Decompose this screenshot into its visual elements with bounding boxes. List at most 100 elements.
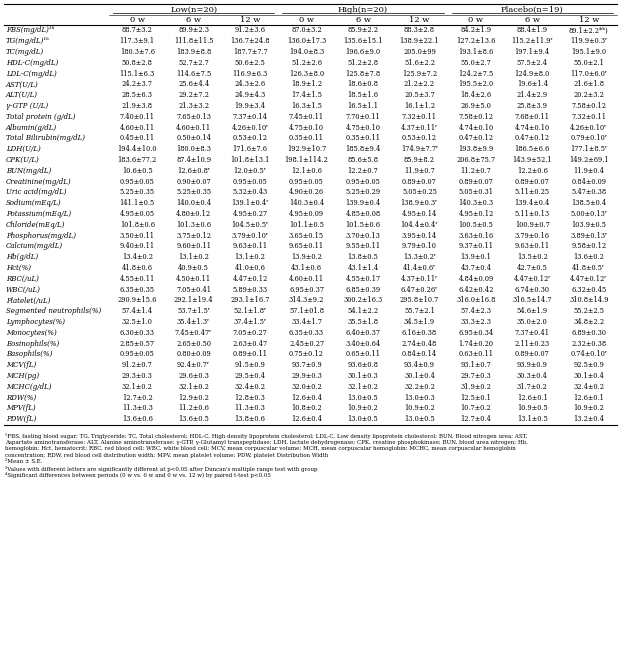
Text: 54.6±1.9: 54.6±1.9 — [517, 307, 548, 315]
Text: 84.2±1.9: 84.2±1.9 — [460, 27, 491, 34]
Text: 92.4±0.7ʳ: 92.4±0.7ʳ — [177, 361, 211, 369]
Text: 32.4±0.2: 32.4±0.2 — [235, 383, 266, 391]
Text: ¹FBS, fasting blood sugar; TG, Triglyceride; TC, Total cholesterol; HDL-C, High : ¹FBS, fasting blood sugar; TG, Triglycer… — [5, 433, 527, 439]
Text: 171.6±7.6: 171.6±7.6 — [233, 145, 268, 153]
Text: 115.1±6.3: 115.1±6.3 — [120, 69, 155, 77]
Text: 0.89±0.07: 0.89±0.07 — [458, 178, 493, 186]
Text: 88.4±1.9: 88.4±1.9 — [517, 27, 548, 34]
Text: 3.40±0.64: 3.40±0.64 — [345, 339, 381, 347]
Text: 57.4±1.4: 57.4±1.4 — [122, 307, 153, 315]
Text: 136.0±17.3: 136.0±17.3 — [287, 37, 326, 45]
Text: 41.8±0.6: 41.8±0.6 — [122, 264, 153, 272]
Text: TG(mg/dL)¹ᵇ: TG(mg/dL)¹ᵇ — [6, 37, 50, 45]
Text: 138.9±0.3ʳ: 138.9±0.3ʳ — [401, 199, 438, 207]
Text: 16.3±1.5: 16.3±1.5 — [291, 102, 322, 110]
Text: RDW(%): RDW(%) — [6, 393, 36, 401]
Text: 18.5±1.6: 18.5±1.6 — [348, 92, 379, 100]
Text: 0.89±0.11: 0.89±0.11 — [233, 351, 268, 359]
Text: Calcium(mg/dL): Calcium(mg/dL) — [6, 242, 63, 250]
Text: 21.3±3.2: 21.3±3.2 — [178, 102, 209, 110]
Text: 55.2±2.5: 55.2±2.5 — [573, 307, 604, 315]
Text: 0.79±0.10ʳ: 0.79±0.10ʳ — [570, 134, 607, 142]
Text: 13.9±0.1: 13.9±0.1 — [460, 253, 491, 261]
Text: 11.9±0.7: 11.9±0.7 — [404, 167, 435, 175]
Text: 0.89±0.07: 0.89±0.07 — [515, 178, 550, 186]
Text: 2.65±0.50: 2.65±0.50 — [176, 339, 211, 347]
Text: 12 w: 12 w — [240, 16, 260, 24]
Text: 92.5±0.9: 92.5±0.9 — [573, 361, 604, 369]
Text: 125.9±7.2: 125.9±7.2 — [402, 69, 437, 77]
Text: Hb(g/dL): Hb(g/dL) — [6, 253, 38, 261]
Text: AST(U/L): AST(U/L) — [6, 80, 39, 88]
Text: 57.5±2.4: 57.5±2.4 — [517, 59, 548, 67]
Text: 13.8±0.5: 13.8±0.5 — [348, 253, 378, 261]
Text: 88.7±3.2: 88.7±3.2 — [122, 27, 153, 34]
Text: 42.7±0.5: 42.7±0.5 — [517, 264, 548, 272]
Text: 125.8±7.8: 125.8±7.8 — [345, 69, 381, 77]
Text: 4.84±0.09: 4.84±0.09 — [458, 275, 494, 283]
Text: 7.32±0.11: 7.32±0.11 — [571, 113, 606, 121]
Text: 0.53±0.12: 0.53±0.12 — [233, 134, 268, 142]
Text: 2.32±0.38: 2.32±0.38 — [571, 339, 606, 347]
Text: ²Mean ± S.E.: ²Mean ± S.E. — [5, 459, 42, 464]
Text: 206.8±75.7: 206.8±75.7 — [456, 156, 496, 164]
Text: 13.9±0.2: 13.9±0.2 — [291, 253, 322, 261]
Text: 6.35±0.35: 6.35±0.35 — [120, 286, 155, 294]
Text: 2.85±0.57: 2.85±0.57 — [120, 339, 155, 347]
Text: 4.26±0.10ʳ: 4.26±0.10ʳ — [232, 124, 269, 132]
Text: 50.6±2.5: 50.6±2.5 — [235, 59, 266, 67]
Text: LDL-C(mg/dL): LDL-C(mg/dL) — [6, 69, 57, 77]
Text: 174.9±7.7ʳ: 174.9±7.7ʳ — [401, 145, 438, 153]
Text: 85.9±2.2: 85.9±2.2 — [348, 27, 379, 34]
Text: High(n=20): High(n=20) — [338, 5, 388, 13]
Text: 12.6±0.1: 12.6±0.1 — [573, 393, 604, 401]
Text: 0 w: 0 w — [130, 16, 145, 24]
Text: 11.2±0.7: 11.2±0.7 — [461, 167, 491, 175]
Text: 0.95±0.05: 0.95±0.05 — [233, 178, 268, 186]
Text: 35.5±1.8: 35.5±1.8 — [348, 318, 379, 326]
Text: concentration; RDW, red blood cell distribution width; MPV, mean platelet volume: concentration; RDW, red blood cell distr… — [5, 453, 329, 458]
Text: 195.5±2.0: 195.5±2.0 — [458, 80, 494, 88]
Text: ALT(U/L): ALT(U/L) — [6, 92, 38, 100]
Text: 55.0±2.1: 55.0±2.1 — [573, 59, 604, 67]
Text: 5.00±0.13ʳ: 5.00±0.13ʳ — [570, 210, 607, 218]
Text: Phosphorus(mg/dL): Phosphorus(mg/dL) — [6, 232, 76, 240]
Text: TC(mg/dL): TC(mg/dL) — [6, 48, 44, 56]
Text: 25.6±4.4: 25.6±4.4 — [178, 80, 209, 88]
Text: 13.1±0.2: 13.1±0.2 — [178, 253, 209, 261]
Text: 31.7±0.2: 31.7±0.2 — [517, 383, 548, 391]
Text: 7.58±0.12: 7.58±0.12 — [458, 113, 494, 121]
Text: 10.9±0.2: 10.9±0.2 — [348, 404, 378, 412]
Text: 18.4±2.6: 18.4±2.6 — [460, 92, 491, 100]
Text: 43.1±0.6: 43.1±0.6 — [291, 264, 322, 272]
Text: 29.9±0.3: 29.9±0.3 — [291, 372, 322, 380]
Text: 6.47±0.26ʳ: 6.47±0.26ʳ — [401, 286, 438, 294]
Text: 29.6±0.3: 29.6±0.3 — [178, 372, 209, 380]
Text: 24.3±2.6: 24.3±2.6 — [235, 80, 266, 88]
Text: 13.6±0.5: 13.6±0.5 — [178, 415, 209, 424]
Text: Chloride(mEq/L): Chloride(mEq/L) — [6, 221, 65, 229]
Text: 4.37±0.11ʳ: 4.37±0.11ʳ — [401, 275, 438, 283]
Text: 13.1±0.5: 13.1±0.5 — [517, 415, 548, 424]
Text: 4.75±0.10: 4.75±0.10 — [289, 124, 324, 132]
Text: 140.3±0.4: 140.3±0.4 — [289, 199, 324, 207]
Text: 41.8±0.5ʳ: 41.8±0.5ʳ — [572, 264, 605, 272]
Text: 33.4±1.7: 33.4±1.7 — [291, 318, 322, 326]
Text: 55.0±2.7: 55.0±2.7 — [461, 59, 491, 67]
Text: 185.8±9.4: 185.8±9.4 — [345, 145, 381, 153]
Text: 4.47±0.12ʳ: 4.47±0.12ʳ — [514, 275, 551, 283]
Text: 9.58±0.12: 9.58±0.12 — [571, 242, 606, 250]
Text: 12.2±0.6: 12.2±0.6 — [517, 167, 548, 175]
Text: 0.89±0.07: 0.89±0.07 — [515, 351, 550, 359]
Text: 93.1±0.7: 93.1±0.7 — [461, 361, 491, 369]
Text: 3.89±0.13ʳ: 3.89±0.13ʳ — [570, 232, 607, 240]
Text: 4.47±0.12ʳ: 4.47±0.12ʳ — [570, 275, 607, 283]
Text: 2.63±0.47: 2.63±0.47 — [232, 339, 268, 347]
Text: Hct(%): Hct(%) — [6, 264, 31, 272]
Text: 6.74±0.30: 6.74±0.30 — [515, 286, 550, 294]
Text: 35.4±1.3ʳ: 35.4±1.3ʳ — [177, 318, 211, 326]
Text: 0 w: 0 w — [468, 16, 483, 24]
Text: 10.6±0.5: 10.6±0.5 — [122, 167, 153, 175]
Text: 7.32±0.11: 7.32±0.11 — [402, 113, 437, 121]
Text: 6.30±0.33: 6.30±0.33 — [120, 329, 155, 337]
